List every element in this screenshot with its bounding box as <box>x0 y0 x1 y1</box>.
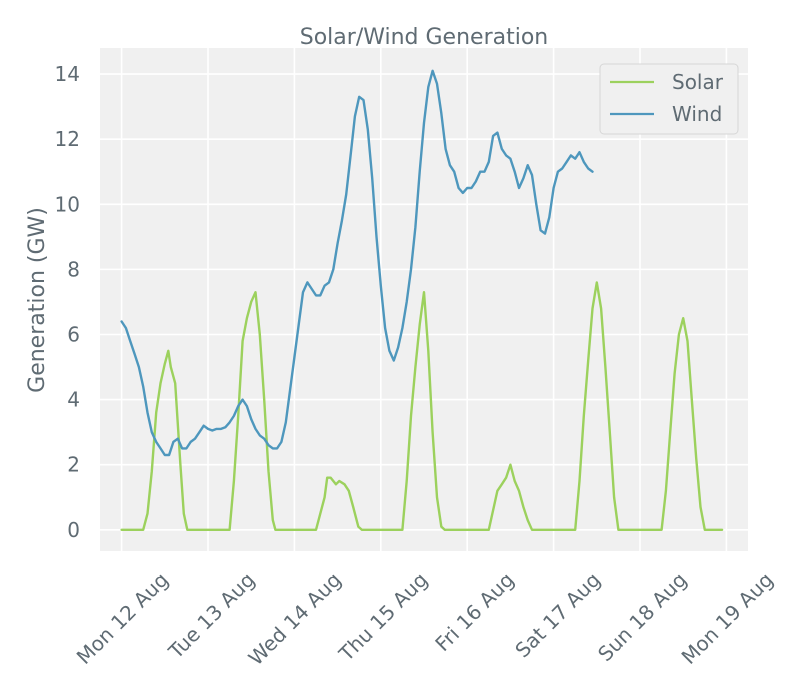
y-tick-label: 12 <box>55 127 80 151</box>
y-tick-label: 2 <box>67 453 80 477</box>
legend: Solar Wind <box>599 63 739 135</box>
series-line-wind <box>120 69 594 457</box>
y-tick-label: 4 <box>67 388 80 412</box>
x-tick-label: Wed 14 Aug <box>244 568 346 670</box>
y-axis-label: Generation (GW) <box>25 207 50 393</box>
chart-title: Solar/Wind Generation <box>300 25 549 50</box>
y-tick-label: 10 <box>55 192 80 216</box>
series-line-solar <box>120 281 724 531</box>
x-tick-label: Fri 16 Aug <box>430 568 518 656</box>
y-tick-label: 14 <box>55 62 80 86</box>
legend-label-solar: Solar <box>672 70 724 94</box>
x-tick-label: Sat 17 Aug <box>510 568 605 663</box>
x-tick-label: Mon 19 Aug <box>677 568 778 669</box>
grid <box>100 48 748 551</box>
series-lines <box>120 69 724 531</box>
legend-label-wind: Wind <box>672 102 722 126</box>
y-tick-label: 0 <box>67 518 80 542</box>
x-tick-label: Mon 12 Aug <box>72 568 173 669</box>
x-tick-label: Thu 15 Aug <box>333 568 432 667</box>
x-tick-label: Tue 13 Aug <box>163 568 259 664</box>
y-tick-label: 6 <box>67 322 80 346</box>
y-tick-label: 8 <box>67 257 80 281</box>
